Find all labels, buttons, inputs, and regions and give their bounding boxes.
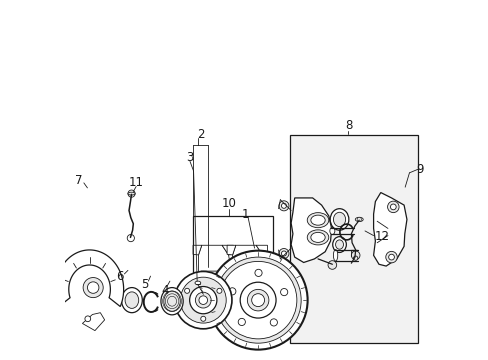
Ellipse shape	[355, 217, 363, 222]
Polygon shape	[232, 245, 264, 287]
Circle shape	[128, 190, 135, 197]
Circle shape	[388, 254, 394, 260]
Ellipse shape	[329, 209, 348, 230]
Circle shape	[278, 201, 288, 211]
Circle shape	[278, 248, 288, 258]
Ellipse shape	[128, 192, 135, 195]
Ellipse shape	[306, 230, 328, 245]
Bar	[192, 216, 273, 323]
Circle shape	[281, 251, 286, 256]
Ellipse shape	[329, 227, 334, 234]
Ellipse shape	[332, 237, 346, 252]
Text: 12: 12	[373, 230, 388, 243]
Circle shape	[280, 288, 287, 296]
Polygon shape	[222, 245, 233, 255]
Ellipse shape	[310, 215, 325, 225]
Ellipse shape	[333, 249, 337, 261]
Text: 8: 8	[344, 119, 351, 132]
Circle shape	[85, 316, 90, 321]
Circle shape	[217, 288, 222, 293]
Circle shape	[219, 261, 296, 339]
Ellipse shape	[121, 288, 142, 313]
Ellipse shape	[163, 291, 180, 311]
Polygon shape	[198, 245, 230, 287]
Circle shape	[195, 292, 211, 308]
Ellipse shape	[310, 232, 325, 242]
Circle shape	[174, 271, 231, 329]
Text: 6: 6	[116, 270, 123, 283]
Polygon shape	[256, 245, 267, 255]
Text: 1: 1	[241, 208, 248, 221]
Polygon shape	[193, 245, 202, 255]
Circle shape	[351, 251, 359, 260]
Circle shape	[327, 261, 336, 269]
Circle shape	[353, 256, 357, 260]
Polygon shape	[290, 198, 331, 262]
Circle shape	[254, 269, 262, 276]
Text: 2: 2	[197, 127, 204, 141]
Text: 4: 4	[161, 284, 168, 297]
Ellipse shape	[161, 288, 183, 315]
Polygon shape	[235, 271, 263, 287]
Circle shape	[199, 296, 207, 305]
Circle shape	[87, 282, 99, 293]
Circle shape	[251, 294, 264, 307]
Ellipse shape	[125, 292, 139, 309]
Circle shape	[189, 287, 217, 314]
Polygon shape	[82, 313, 104, 330]
Circle shape	[281, 203, 286, 208]
Circle shape	[201, 316, 205, 321]
Polygon shape	[56, 250, 123, 306]
Circle shape	[238, 318, 245, 325]
Circle shape	[240, 282, 276, 318]
Ellipse shape	[195, 281, 201, 285]
Circle shape	[215, 257, 301, 343]
Ellipse shape	[306, 213, 328, 228]
Text: 9: 9	[415, 163, 423, 176]
Circle shape	[387, 201, 398, 213]
Text: 7: 7	[75, 174, 82, 186]
Circle shape	[127, 234, 134, 242]
Circle shape	[247, 289, 268, 311]
Text: 3: 3	[186, 151, 193, 164]
Ellipse shape	[333, 212, 345, 226]
Text: 11: 11	[128, 176, 143, 189]
Circle shape	[208, 251, 307, 350]
Circle shape	[228, 288, 235, 295]
Circle shape	[385, 251, 396, 263]
Circle shape	[184, 288, 189, 293]
Circle shape	[83, 278, 103, 298]
Polygon shape	[201, 271, 229, 287]
Text: 10: 10	[222, 197, 236, 210]
Circle shape	[356, 217, 361, 222]
Circle shape	[180, 277, 226, 323]
Text: 5: 5	[141, 278, 148, 291]
Ellipse shape	[335, 240, 343, 249]
Circle shape	[270, 319, 277, 326]
Polygon shape	[226, 245, 235, 255]
Polygon shape	[373, 193, 406, 266]
Circle shape	[389, 204, 395, 210]
Bar	[290, 135, 417, 343]
